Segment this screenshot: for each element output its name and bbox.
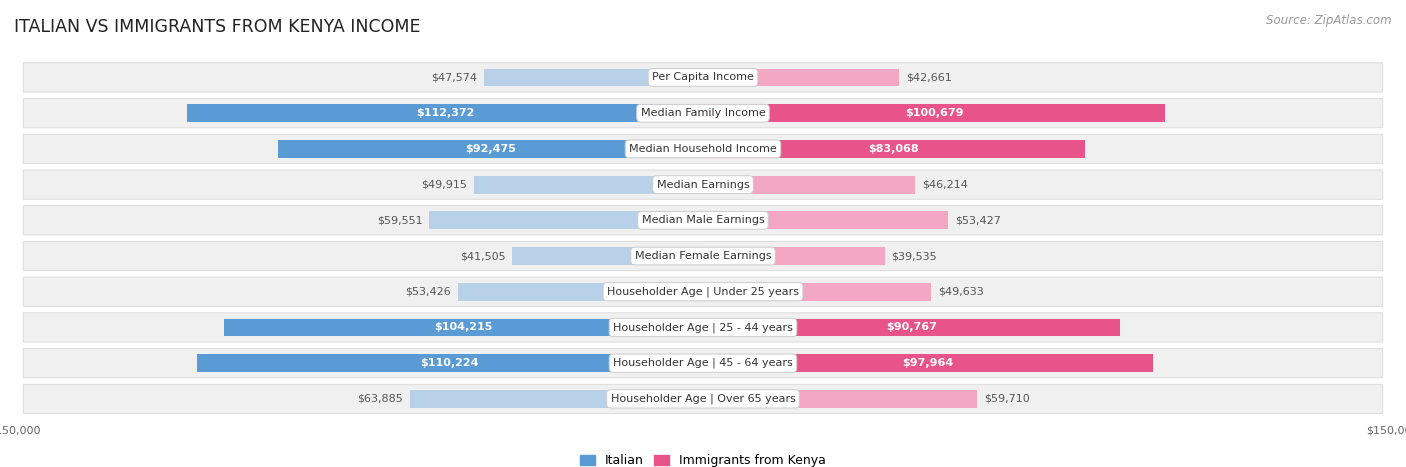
Text: $49,915: $49,915 bbox=[420, 180, 467, 190]
Text: $41,505: $41,505 bbox=[460, 251, 506, 261]
FancyBboxPatch shape bbox=[24, 313, 1382, 342]
Bar bbox=[703, 104, 1166, 122]
Bar bbox=[485, 69, 703, 86]
Bar bbox=[703, 318, 1121, 336]
Bar bbox=[512, 247, 703, 265]
Bar bbox=[703, 354, 1153, 372]
Bar bbox=[703, 140, 1084, 158]
Text: Per Capita Income: Per Capita Income bbox=[652, 72, 754, 83]
Text: $39,535: $39,535 bbox=[891, 251, 936, 261]
FancyBboxPatch shape bbox=[24, 241, 1382, 271]
Text: $63,885: $63,885 bbox=[357, 394, 402, 404]
Text: $100,679: $100,679 bbox=[905, 108, 963, 118]
Text: $47,574: $47,574 bbox=[432, 72, 478, 83]
FancyBboxPatch shape bbox=[24, 170, 1382, 199]
Text: Median Household Income: Median Household Income bbox=[628, 144, 778, 154]
Text: $42,661: $42,661 bbox=[905, 72, 952, 83]
Text: $83,068: $83,068 bbox=[869, 144, 920, 154]
Bar bbox=[703, 283, 931, 301]
Text: Householder Age | 45 - 64 years: Householder Age | 45 - 64 years bbox=[613, 358, 793, 368]
FancyBboxPatch shape bbox=[24, 384, 1382, 413]
Bar bbox=[197, 354, 703, 372]
Bar bbox=[409, 390, 703, 408]
Bar bbox=[703, 390, 977, 408]
Text: Source: ZipAtlas.com: Source: ZipAtlas.com bbox=[1267, 14, 1392, 27]
Text: $59,551: $59,551 bbox=[377, 215, 423, 225]
Text: $59,710: $59,710 bbox=[984, 394, 1029, 404]
Bar bbox=[429, 212, 703, 229]
Text: Median Female Earnings: Median Female Earnings bbox=[634, 251, 772, 261]
Text: Median Earnings: Median Earnings bbox=[657, 180, 749, 190]
Text: $49,633: $49,633 bbox=[938, 287, 984, 297]
Bar bbox=[703, 247, 884, 265]
Text: $104,215: $104,215 bbox=[434, 322, 494, 333]
Text: $110,224: $110,224 bbox=[420, 358, 479, 368]
FancyBboxPatch shape bbox=[24, 99, 1382, 128]
Text: $90,767: $90,767 bbox=[886, 322, 936, 333]
Text: Householder Age | 25 - 44 years: Householder Age | 25 - 44 years bbox=[613, 322, 793, 333]
FancyBboxPatch shape bbox=[24, 134, 1382, 163]
Text: $112,372: $112,372 bbox=[416, 108, 474, 118]
FancyBboxPatch shape bbox=[24, 348, 1382, 378]
FancyBboxPatch shape bbox=[24, 63, 1382, 92]
Bar bbox=[703, 176, 915, 193]
Bar bbox=[457, 283, 703, 301]
Text: $53,427: $53,427 bbox=[955, 215, 1001, 225]
Bar bbox=[703, 212, 949, 229]
FancyBboxPatch shape bbox=[24, 205, 1382, 235]
Bar bbox=[474, 176, 703, 193]
Bar bbox=[187, 104, 703, 122]
Legend: Italian, Immigrants from Kenya: Italian, Immigrants from Kenya bbox=[575, 449, 831, 467]
Text: $46,214: $46,214 bbox=[922, 180, 967, 190]
Text: Median Family Income: Median Family Income bbox=[641, 108, 765, 118]
Text: Householder Age | Under 25 years: Householder Age | Under 25 years bbox=[607, 286, 799, 297]
Text: $53,426: $53,426 bbox=[405, 287, 451, 297]
Text: $97,964: $97,964 bbox=[903, 358, 953, 368]
Text: Median Male Earnings: Median Male Earnings bbox=[641, 215, 765, 225]
FancyBboxPatch shape bbox=[24, 277, 1382, 306]
Bar bbox=[225, 318, 703, 336]
Bar bbox=[703, 69, 898, 86]
Text: ITALIAN VS IMMIGRANTS FROM KENYA INCOME: ITALIAN VS IMMIGRANTS FROM KENYA INCOME bbox=[14, 18, 420, 36]
Bar bbox=[278, 140, 703, 158]
Text: Householder Age | Over 65 years: Householder Age | Over 65 years bbox=[610, 394, 796, 404]
Text: $92,475: $92,475 bbox=[465, 144, 516, 154]
